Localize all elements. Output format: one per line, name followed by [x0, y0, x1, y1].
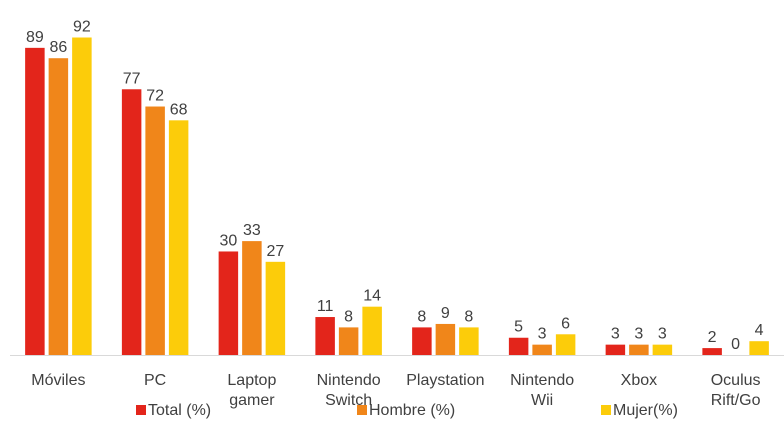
bar-m-viles-mujer — [72, 37, 92, 355]
bar-m-viles-total — [25, 47, 45, 355]
bar-nintendo-switch-total — [315, 317, 335, 355]
bar-nintendo-wii-hombre — [532, 344, 552, 355]
bar-xbox-hombre — [629, 344, 649, 355]
bar-pc-total — [121, 89, 142, 356]
legend: Total (%) Hombre (%) Mujer(%) — [136, 402, 678, 419]
bars-layer — [25, 37, 769, 356]
bar-playstation-hombre — [435, 323, 456, 355]
bar-playstation-total — [412, 327, 432, 355]
data-label-laptop-gamer-hombre: 33 — [243, 222, 261, 239]
bar-laptop-gamer-hombre — [242, 241, 262, 355]
category-label-laptop-gamer: Laptop gamer — [227, 372, 276, 409]
data-label-xbox-hombre: 3 — [634, 326, 643, 343]
bar-nintendo-switch-hombre — [338, 327, 359, 355]
legend-item-hombre: Hombre (%) — [357, 402, 455, 419]
category-label-m-viles: Móviles — [31, 372, 85, 389]
data-label-nintendo-switch-hombre: 8 — [344, 308, 353, 325]
data-label-xbox-mujer: 3 — [658, 326, 667, 343]
bar-pc-hombre — [145, 106, 165, 356]
bar-nintendo-wii-total — [508, 337, 529, 355]
data-label-playstation-mujer: 8 — [464, 308, 473, 325]
data-label-nintendo-switch-total: 11 — [317, 298, 334, 315]
legend-swatch-hombre — [357, 405, 367, 415]
legend-swatch-total — [136, 405, 146, 415]
bar-laptop-gamer-total — [218, 251, 239, 355]
legend-item-mujer: Mujer(%) — [601, 402, 678, 419]
data-label-pc-mujer: 68 — [170, 101, 188, 118]
legend-item-total: Total (%) — [136, 402, 211, 419]
data-label-laptop-gamer-mujer: 27 — [266, 243, 284, 260]
legend-label-total: Total (%) — [148, 402, 211, 419]
category-label-nintendo-switch: Nintendo Switch — [317, 372, 381, 409]
category-label-xbox: Xbox — [621, 372, 657, 389]
data-label-playstation-hombre: 9 — [441, 305, 450, 322]
bar-oculus-rift-go-total — [702, 348, 722, 355]
data-label-oculus-rift-go-total: 2 — [708, 329, 717, 346]
bar-pc-mujer — [168, 120, 189, 355]
data-label-oculus-rift-go-hombre: 0 — [731, 336, 740, 353]
bar-nintendo-wii-mujer — [555, 334, 576, 355]
bar-nintendo-switch-mujer — [362, 306, 382, 355]
legend-label-mujer: Mujer(%) — [613, 402, 678, 419]
data-label-nintendo-wii-mujer: 6 — [561, 315, 570, 332]
legend-label-hombre: Hombre (%) — [369, 402, 455, 419]
data-label-xbox-total: 3 — [611, 326, 620, 343]
category-labels-layer: Móviles PC Laptop gamer Nintendo Switch Playst… — [31, 372, 760, 409]
data-label-laptop-gamer-total: 30 — [219, 232, 237, 249]
category-label-oculus-rift-go: Oculus Rift/Go — [711, 372, 761, 409]
category-label-pc: PC — [144, 372, 166, 389]
bar-playstation-mujer — [459, 327, 479, 355]
data-label-pc-total: 77 — [123, 70, 141, 87]
bar-m-viles-hombre — [48, 58, 69, 356]
data-label-nintendo-wii-total: 5 — [514, 319, 523, 336]
data-label-playstation-total: 8 — [417, 308, 426, 325]
legend-swatch-mujer — [601, 405, 611, 415]
bar-oculus-rift-go-mujer — [749, 341, 769, 355]
data-label-nintendo-switch-mujer: 14 — [363, 288, 381, 305]
bar-laptop-gamer-mujer — [265, 261, 286, 355]
data-label-m-viles-total: 89 — [26, 29, 44, 46]
data-label-pc-hombre: 72 — [146, 88, 164, 105]
bar-xbox-total — [605, 344, 626, 355]
bar-xbox-mujer — [652, 344, 673, 355]
category-label-nintendo-wii: Nintendo Wii — [510, 372, 574, 409]
data-label-nintendo-wii-hombre: 3 — [538, 326, 547, 343]
data-label-m-viles-hombre: 86 — [49, 39, 67, 56]
data-label-m-viles-mujer: 92 — [73, 19, 91, 36]
data-label-oculus-rift-go-mujer: 4 — [755, 322, 764, 339]
category-label-playstation: Playstation — [406, 372, 484, 389]
